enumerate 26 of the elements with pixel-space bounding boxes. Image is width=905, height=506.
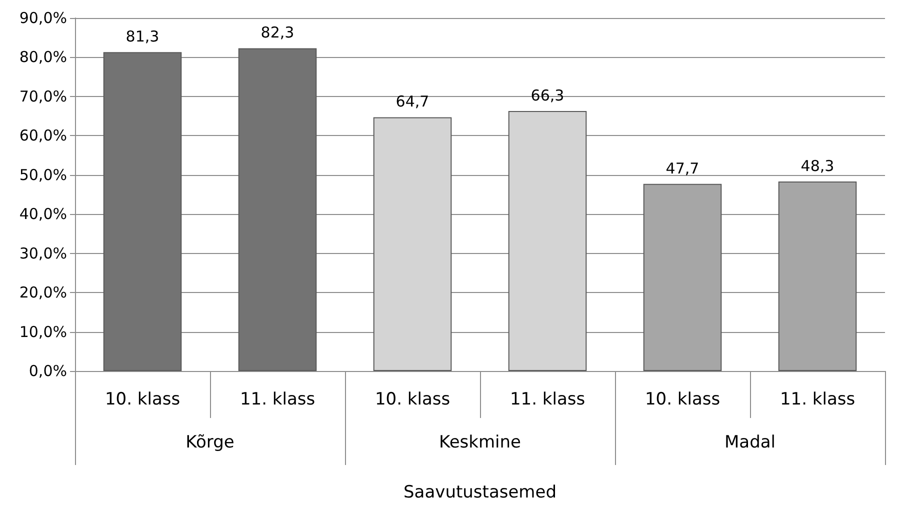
- x-tick-label: 11. klass: [780, 390, 856, 410]
- data-label: 81,3: [126, 28, 160, 46]
- data-label: 48,3: [800, 157, 834, 176]
- y-tick-label: 50,0%: [19, 166, 67, 184]
- x-tick-label: 11. klass: [510, 390, 586, 410]
- data-label: 82,3: [260, 24, 294, 42]
- y-tick-label: 0,0%: [28, 362, 67, 380]
- y-tick-label: 10,0%: [19, 322, 67, 341]
- x-tick-label: 10. klass: [374, 390, 450, 410]
- data-label: 66,3: [530, 86, 564, 104]
- y-tick-label: 90,0%: [19, 9, 67, 27]
- data-label: 64,7: [396, 92, 430, 111]
- x-axis-title: Saavutustasemed: [404, 482, 556, 502]
- x-tick-label: 10. klass: [104, 390, 180, 410]
- data-label: 47,7: [666, 159, 700, 178]
- text: Madal: [724, 432, 776, 452]
- y-tick-label: 20,0%: [19, 284, 67, 302]
- text: Kõrge: [186, 432, 234, 452]
- y-tick-label: 30,0%: [19, 244, 67, 262]
- x-tick-label: 10. klass: [644, 390, 720, 410]
- y-tick-label: 60,0%: [19, 126, 67, 145]
- x-tick-label: 11. klass: [240, 390, 316, 410]
- y-tick-label: 80,0%: [19, 48, 67, 66]
- y-tick-label: 70,0%: [19, 87, 67, 106]
- text: Keskmine: [439, 432, 521, 452]
- y-tick-label: 40,0%: [19, 205, 67, 224]
